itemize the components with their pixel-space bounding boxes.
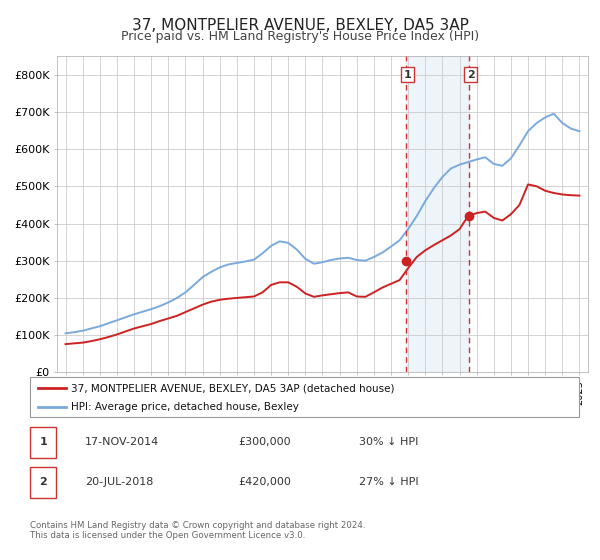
- Text: 2: 2: [40, 477, 47, 487]
- Bar: [30, 466, 56, 497]
- Bar: [30, 427, 56, 458]
- Text: Price paid vs. HM Land Registry's House Price Index (HPI): Price paid vs. HM Land Registry's House …: [121, 30, 479, 43]
- Text: 2: 2: [467, 69, 475, 80]
- Text: 1: 1: [40, 437, 47, 447]
- Text: Contains HM Land Registry data © Crown copyright and database right 2024.: Contains HM Land Registry data © Crown c…: [30, 521, 365, 530]
- Text: 17-NOV-2014: 17-NOV-2014: [85, 437, 159, 447]
- Text: 37, MONTPELIER AVENUE, BEXLEY, DA5 3AP (detached house): 37, MONTPELIER AVENUE, BEXLEY, DA5 3AP (…: [71, 383, 395, 393]
- Text: £300,000: £300,000: [239, 437, 291, 447]
- Text: 1: 1: [404, 69, 412, 80]
- Text: £420,000: £420,000: [239, 477, 292, 487]
- Text: 27% ↓ HPI: 27% ↓ HPI: [359, 477, 419, 487]
- Text: 37, MONTPELIER AVENUE, BEXLEY, DA5 3AP: 37, MONTPELIER AVENUE, BEXLEY, DA5 3AP: [131, 18, 469, 33]
- Bar: [406, 56, 469, 372]
- Text: HPI: Average price, detached house, Bexley: HPI: Average price, detached house, Bexl…: [71, 402, 299, 412]
- Text: 30% ↓ HPI: 30% ↓ HPI: [359, 437, 419, 447]
- Text: 20-JUL-2018: 20-JUL-2018: [85, 477, 153, 487]
- Text: This data is licensed under the Open Government Licence v3.0.: This data is licensed under the Open Gov…: [30, 531, 305, 540]
